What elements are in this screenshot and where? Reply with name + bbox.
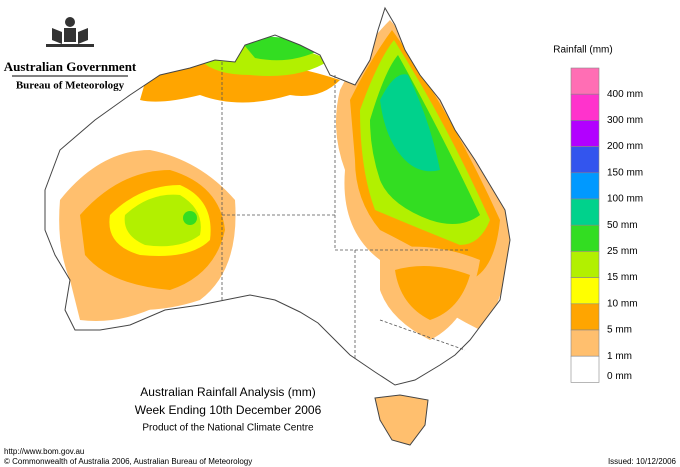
map-title: Australian Rainfall Analysis (mm)	[140, 385, 315, 399]
coastline	[44, 6, 511, 386]
legend-swatch	[570, 120, 600, 147]
legend-label: 10 mm	[607, 298, 638, 309]
legend-label: 1 mm	[607, 351, 632, 362]
legend-swatch	[570, 355, 600, 383]
legend-label: 200 mm	[607, 141, 643, 152]
bureau: Bureau of Meteorology	[16, 80, 125, 92]
legend-label: 400 mm	[607, 89, 643, 100]
legend-label: 150 mm	[607, 167, 643, 178]
legend-swatch	[570, 303, 600, 331]
legend-swatch	[570, 277, 600, 305]
map-subtitle: Week Ending 10th December 2006	[135, 403, 322, 417]
footer-issued: Issued: 10/12/2006	[608, 457, 677, 466]
legend-swatch	[570, 224, 600, 252]
legend-swatch	[570, 329, 600, 357]
legend-swatch	[570, 67, 600, 95]
footer-copyright: © Commonwealth of Australia 2006, Austra…	[4, 457, 252, 466]
legend-label: 15 mm	[607, 272, 638, 283]
legend-title: Rainfall (mm)	[553, 45, 612, 56]
state-borders	[221, 62, 470, 360]
legend-swatch	[570, 251, 600, 278]
footer-url: http://www.bom.gov.au	[4, 447, 84, 456]
crest	[46, 17, 94, 47]
legend-label: 5 mm	[607, 325, 632, 336]
legend: Rainfall (mm) 400 mm 300 mm 200 mm 150 mm 10…	[553, 45, 643, 383]
legend-label: 50 mm	[607, 220, 638, 231]
legend-label: 100 mm	[607, 194, 643, 205]
legend-label: 300 mm	[607, 115, 643, 126]
legend-swatch	[570, 93, 600, 121]
map-credit: Product of the National Climate Centre	[142, 423, 314, 434]
legend-label: 25 mm	[607, 246, 638, 257]
legend-label: 0 mm	[607, 371, 632, 382]
legend-swatch	[570, 172, 600, 200]
agency: Australian Government	[4, 59, 137, 74]
legend-swatch	[570, 198, 600, 226]
legend-swatch	[570, 146, 600, 174]
tasmania	[374, 394, 429, 446]
